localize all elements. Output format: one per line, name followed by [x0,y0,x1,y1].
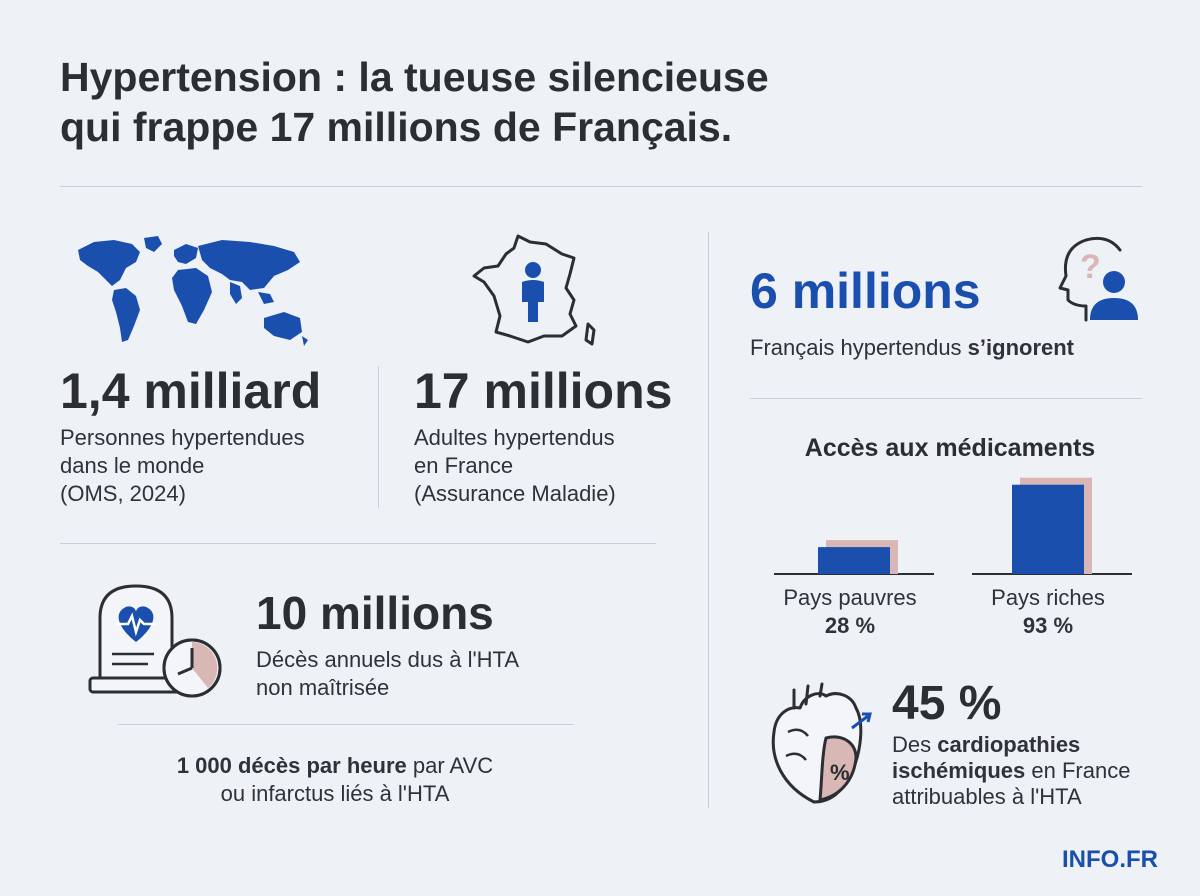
cardio-line1-pre: Des [892,732,938,757]
poor-column: Pays pauvres 28 % [764,584,936,640]
cardio-value: 45 % [892,677,1002,730]
rich-bar [1012,484,1084,574]
cardio-line-3: attribuables à l'HTA [892,784,1082,809]
deaths-desc-line-2: non maîtrisée [256,675,390,700]
cardio-line1-bold: cardiopathies [937,732,1081,757]
hourly-deaths-line-2: ou infarctus liés à l'HTA [220,781,450,806]
title-line-1: Hypertension : la tueuse silencieuse [60,54,769,100]
gravestone-clock-icon [88,584,222,698]
left-divider-2 [118,724,574,725]
access-chart [774,477,1132,575]
hourly-deaths: 1 000 décès par heure par AVC ou infarct… [100,752,570,808]
hourly-deaths-rest: par AVC [406,753,494,778]
world-desc-line-2: dans le monde [60,453,205,478]
head-question-user-icon: ? [1058,236,1138,322]
brand-logo: INFO.FR [1062,846,1158,873]
cardio-description: Des cardiopathies ischémiques en France … [892,732,1130,810]
rich-label: Pays riches [991,585,1105,610]
france-description: Adultes hypertendus en France (Assurance… [414,424,616,508]
unaware-text: Français hypertendus [750,335,968,360]
france-desc-line-2: en France [414,453,514,478]
deaths-desc-line-1: Décès annuels dus à l'HTA [256,647,520,672]
cardio-line2-rest: en France [1025,758,1131,783]
rich-value: 93 % [1022,613,1074,638]
unaware-value: 6 millions [750,263,981,319]
poor-label: Pays pauvres [783,585,917,610]
world-value: 1,4 milliard [60,363,322,419]
deaths-description: Décès annuels dus à l'HTA non maîtrisée [256,646,519,702]
france-value: 17 millions [414,363,673,419]
france-desc-line-1: Adultes hypertendus [414,425,615,450]
cardio-line2-bold: ischémiques [892,758,1026,783]
poor-value: 28 % [824,613,876,638]
column-divider [708,232,709,808]
right-divider-1 [750,398,1142,399]
world-map-icon [78,236,308,346]
world-desc-line-3: (OMS, 2024) [60,481,186,506]
world-description: Personnes hypertendues dans le monde (OM… [60,424,305,508]
page-title: Hypertension : la tueuse silencieuse qui… [60,52,769,152]
unaware-description: Français hypertendus s’ignorent [750,334,1074,362]
left-divider-1 [60,543,656,544]
stats-divider [378,366,379,508]
france-map-icon [472,234,596,346]
world-desc-line-1: Personnes hypertendues [60,425,305,450]
unaware-bold: s’ignorent [967,335,1075,360]
heart-icon: % [771,682,872,804]
deaths-value: 10 millions [256,587,494,639]
france-desc-line-3: (Assurance Maladie) [414,481,616,506]
access-title: Accès aux médicaments [804,434,1096,462]
rich-column: Pays riches 93 % [962,584,1134,640]
title-line-2: qui frappe 17 millions de Français. [60,104,733,150]
hourly-deaths-bold: 1 000 décès par heure [176,753,407,778]
heart-percent-badge: % [830,760,850,785]
header-divider [60,186,1142,187]
question-mark: ? [1080,248,1101,286]
poor-bar [818,547,890,574]
